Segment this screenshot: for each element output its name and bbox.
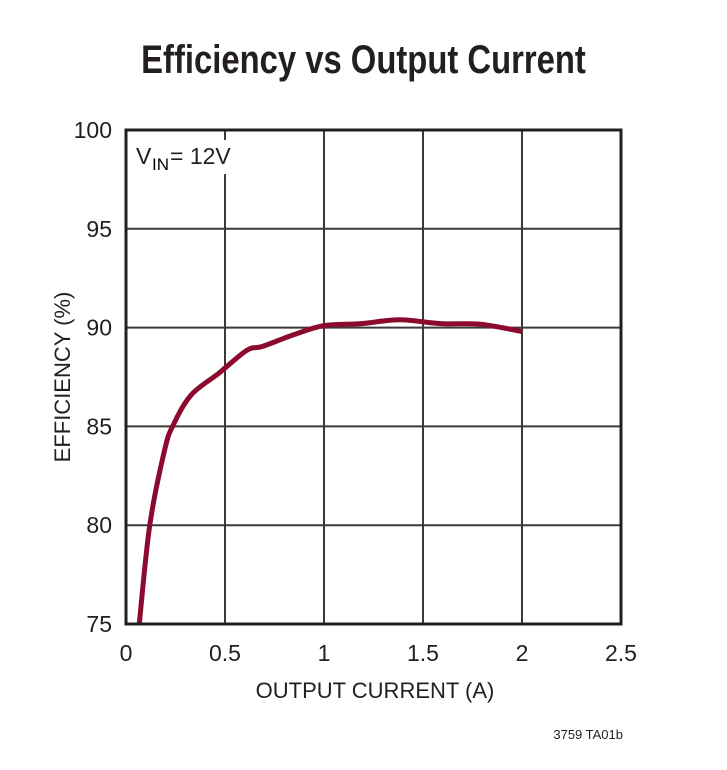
y-tick-label: 85: [86, 413, 112, 439]
x-tick-label: 1.5: [407, 640, 439, 666]
vin-subscript: IN: [152, 155, 169, 174]
y-tick-label: 95: [86, 216, 112, 242]
y-axis-label: EFFICIENCY (%): [50, 292, 75, 463]
x-axis-label: OUTPUT CURRENT (A): [256, 678, 495, 703]
efficiency-series-line: [136, 317, 523, 625]
tick-labels: 0 0.5 1 1.5 2 2.5 75 80 85 90 95 100: [74, 117, 637, 666]
vin-label: V: [136, 143, 152, 169]
y-tick-label: 90: [86, 315, 112, 341]
x-tick-label: 0.5: [209, 640, 241, 666]
y-tick-label: 80: [86, 512, 112, 538]
plot-frame: [124, 128, 623, 626]
figure-id: 3759 TA01b: [553, 727, 623, 742]
x-tick-label: 2.5: [605, 640, 637, 666]
x-tick-label: 1: [318, 640, 331, 666]
chart-title: Efficiency vs Output Current: [141, 38, 586, 82]
x-tick-label: 2: [516, 640, 529, 666]
vin-annotation: V IN = 12V: [132, 140, 240, 174]
x-tick-label: 0: [120, 640, 133, 666]
vin-value: = 12V: [170, 143, 231, 169]
y-tick-label: 100: [74, 117, 112, 143]
grid: [125, 129, 622, 625]
y-tick-label: 75: [86, 611, 112, 637]
